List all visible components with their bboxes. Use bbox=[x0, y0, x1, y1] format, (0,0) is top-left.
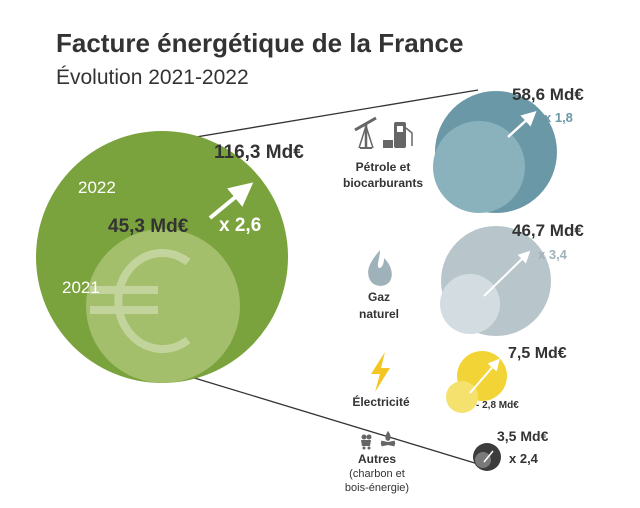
chart-title: Facture énergétique de la France bbox=[56, 28, 464, 58]
petrole-group: 58,6 Md€ x 1,8 Pétrole et biocarburants bbox=[343, 85, 584, 213]
total-2021-bubble bbox=[86, 229, 240, 383]
flame-icon bbox=[368, 250, 392, 286]
year-2021-label: 2021 bbox=[62, 278, 100, 297]
gaz-growth-arrow bbox=[483, 250, 531, 297]
petrole-label-line2: biocarburants bbox=[343, 176, 423, 190]
autres-label-line2: (charbon et bbox=[349, 468, 405, 480]
total-multiplier: x 2,6 bbox=[219, 215, 261, 236]
petrole-2021-bubble bbox=[433, 121, 525, 213]
lightning-icon bbox=[371, 352, 390, 392]
gaz-2022-value: 46,7 Md€ bbox=[512, 221, 584, 240]
oil-pump-fuel-icon bbox=[354, 116, 413, 149]
euro-icon bbox=[90, 249, 191, 353]
petrole-2022-value: 58,6 Md€ bbox=[512, 85, 584, 104]
autres-label-line1: Autres bbox=[358, 452, 396, 466]
total-bubble-group: 2022 2021 45,3 Md€ x 2,6 116,3 Md€ bbox=[36, 131, 304, 383]
total-growth-arrow bbox=[208, 182, 254, 220]
petrole-multiplier: x 1,8 bbox=[544, 110, 573, 125]
elec-growth-arrow bbox=[469, 358, 500, 394]
gaz-2021-bubble bbox=[440, 274, 500, 334]
autres-multiplier: x 2,4 bbox=[509, 451, 539, 466]
total-2022-value: 116,3 Md€ bbox=[214, 142, 304, 163]
total-2021-value: 45,3 Md€ bbox=[108, 216, 189, 237]
petrole-label-line1: Pétrole et bbox=[356, 160, 411, 174]
autres-2022-value: 3,5 Md€ bbox=[497, 428, 549, 444]
autres-group: 3,5 Md€ x 2,4 Autres (charbon et bois-én… bbox=[345, 428, 549, 494]
gaz-multiplier: x 3,4 bbox=[538, 247, 568, 262]
gaz-label-line2: naturel bbox=[359, 307, 399, 321]
autres-2021-bubble bbox=[475, 452, 491, 468]
elec-2021-value: - 2,8 Md€ bbox=[476, 400, 519, 411]
coal-wood-icon bbox=[361, 431, 396, 450]
gaz-group: 46,7 Md€ x 3,4 Gaz naturel bbox=[359, 221, 584, 336]
connector-line-top bbox=[159, 89, 479, 144]
chart-subtitle: Évolution 2021-2022 bbox=[56, 66, 249, 89]
petrole-growth-arrow bbox=[507, 110, 537, 138]
connector-line-bottom bbox=[167, 369, 479, 465]
elec-label: Électricité bbox=[352, 394, 410, 409]
autres-growth-arrow bbox=[483, 450, 494, 463]
autres-label-line3: bois-énergie) bbox=[345, 482, 409, 494]
year-2022-label: 2022 bbox=[78, 178, 116, 197]
elec-2022-value: 7,5 Md€ bbox=[508, 345, 567, 362]
gaz-label-line1: Gaz bbox=[368, 290, 390, 304]
elec-2021-bubble bbox=[446, 381, 478, 413]
elec-group: 7,5 Md€ - 2,8 Md€ Électricité bbox=[352, 345, 567, 413]
